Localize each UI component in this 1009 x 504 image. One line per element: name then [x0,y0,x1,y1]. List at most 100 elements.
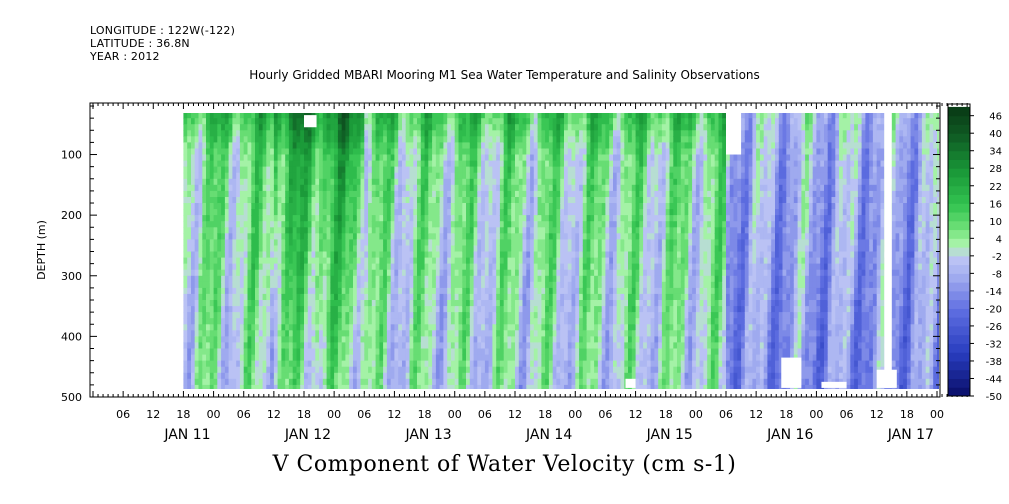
heatmap-cell [507,342,512,350]
heatmap-cell [390,233,396,240]
heatmap-cell [409,318,414,325]
heatmap-cell [567,366,573,374]
heatmap-cell [270,197,275,204]
heatmap-cell [349,113,354,119]
heatmap-cell [262,330,267,337]
heatmap-cell [484,124,490,131]
heatmap-cell [484,372,490,380]
heatmap-cell [405,281,411,289]
heatmap-cell [319,348,324,356]
heatmap-cell [239,178,245,186]
heatmap-cell [285,166,290,174]
heatmap-cell [322,136,328,143]
heatmap-cell [409,166,414,174]
heatmap-cell [319,118,324,125]
heatmap-cell [247,227,252,234]
heatmap-cell [221,239,226,247]
heatmap-cell [450,251,456,259]
heatmap-cell [288,306,294,313]
heatmap-cell [228,113,233,119]
heatmap-cell [443,178,448,186]
heatmap-cell [232,166,237,174]
heatmap-cell [402,342,407,350]
heatmap-cell [288,342,294,350]
heatmap-cell [469,184,475,192]
heatmap-cell [443,197,448,204]
heatmap-cell [232,184,237,192]
heatmap-cell [236,312,241,319]
heatmap-cell [371,342,377,350]
heatmap-cell [428,130,433,137]
heatmap-cell [466,245,471,253]
heatmap-cell [243,257,249,265]
heatmap-cell [187,287,192,295]
heatmap-cell [239,318,245,325]
heatmap-cell [484,251,490,259]
heatmap-cell [499,257,505,265]
heatmap-cell [556,300,561,307]
heatmap-cell [255,360,260,368]
heatmap-cell [398,275,403,283]
heatmap-cell [334,318,339,325]
heatmap-cell [191,293,196,301]
heatmap-cell [243,306,249,313]
heatmap-cell [285,221,290,228]
heatmap-cell [420,245,426,253]
heatmap-cell [477,172,482,180]
heatmap-cell [277,275,282,283]
heatmap-cell [319,257,324,265]
heatmap-cell [266,318,271,325]
heatmap-cell [484,160,490,168]
heatmap-cell [319,160,324,168]
heatmap-cell [353,378,358,386]
heatmap-cell [319,136,324,143]
heatmap-cell [288,184,294,192]
heatmap-cell [515,245,520,253]
heatmap-cell [232,384,237,389]
heatmap-cell [345,178,350,186]
heatmap-cell [296,148,301,156]
heatmap-cell [379,372,384,380]
heatmap-cell [402,130,407,137]
heatmap-cell [560,233,565,240]
heatmap-cell [413,239,418,247]
heatmap-cell [548,251,554,259]
heatmap-cell [285,360,290,368]
heatmap-cell [288,239,294,247]
heatmap-cell [560,336,565,344]
heatmap-cell [221,154,226,162]
heatmap-cell [579,275,584,283]
heatmap-cell [311,190,316,198]
heatmap-cell [345,342,350,350]
heatmap-cell [533,148,539,156]
heatmap-cell [236,287,241,295]
heatmap-cell [292,154,298,162]
heatmap-cell [243,372,249,380]
heatmap-cell [183,318,188,325]
heatmap-cell [353,269,358,277]
heatmap-cell [319,148,324,156]
heatmap-cell [394,148,399,156]
heatmap-cell [541,372,546,380]
heatmap-cell [371,330,377,337]
heatmap-cell [579,178,584,186]
heatmap-cell [477,197,482,204]
heatmap-cell [232,287,237,295]
heatmap-cell [443,166,448,174]
heatmap-cell [571,257,576,265]
heatmap-cell [209,172,215,180]
heatmap-cell [489,106,493,113]
heatmap-cell [334,178,339,186]
heatmap-cell [564,269,569,277]
heatmap-cell [447,275,452,283]
heatmap-cell [285,342,290,350]
heatmap-cell [221,348,226,356]
heatmap-cell [390,154,396,162]
heatmap-cell [273,366,279,374]
heatmap-cell [379,113,384,119]
heatmap-cell [417,124,422,131]
heatmap-cell [466,106,470,113]
heatmap-cell [579,227,584,234]
heatmap-cell [386,245,392,253]
heatmap-cell [473,300,478,307]
